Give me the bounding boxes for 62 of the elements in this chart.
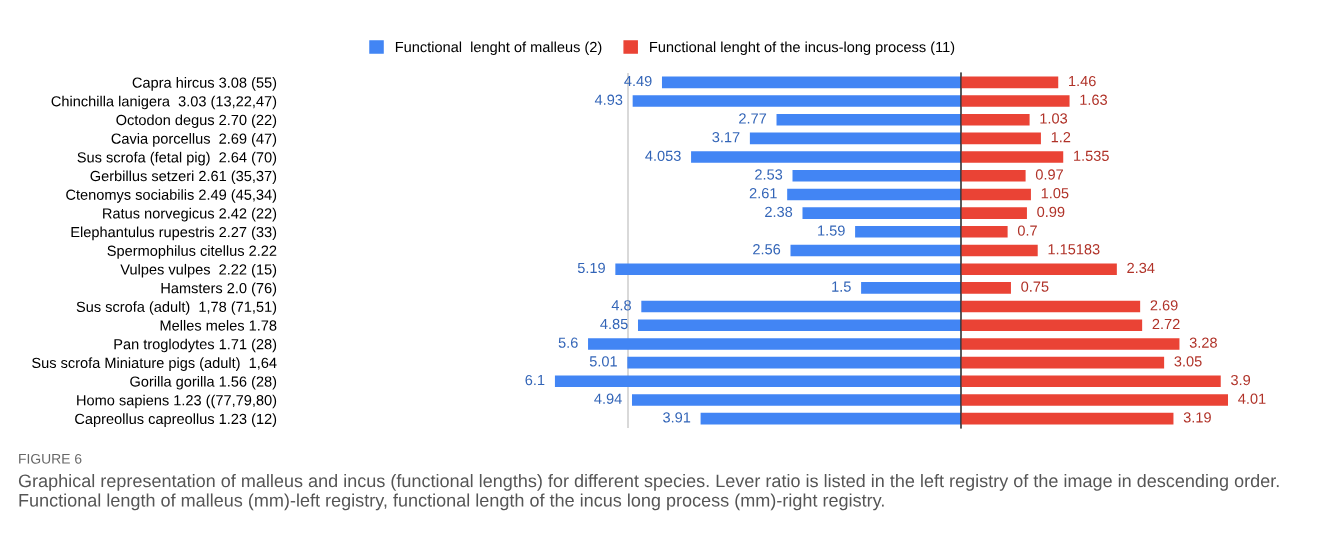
data-label: 4.053 [645,150,681,161]
y-tick-label: Gorilla gorilla 1.56 (28) [130,376,277,390]
caption: FIGURE 6 [19,453,82,464]
bar [961,76,1059,89]
data-label: 4.8 [611,300,631,311]
y-tick-label: Melles meles 1.78 [160,319,277,331]
legend-label: Functional lenght of the incus-long process (11) [650,41,955,56]
text: Graphical representation of malleus and incus (functional lengths) for different species. Lever ratio is listed in the left registry of the image in descending order. Functional length of malleus (mm)-left registry, functional length of the incus long process (mm)-right registry. [18,474,1279,511]
data-label: 6.1 [525,374,545,386]
data-label: 4.01 [1238,393,1266,404]
y-tick-label: Cavia porcellus 2.69 (47) [111,133,277,147]
data-label: 3.19 [1183,412,1211,423]
data-label: 1.59 [818,225,845,236]
data-label: 1.46 [1069,75,1096,87]
data-label: 2.53 [755,169,783,180]
data-label: 3.9 [1231,374,1251,386]
data-label: 0.99 [1037,206,1065,218]
data-label: 2.38 [765,206,793,218]
y-tick-label: Capra hircus 3.08 (55) [132,77,277,91]
y-tick-label: Sus scrofa (fetal pig) 2.64 (70) [77,151,277,166]
data-label: 2.69 [1150,300,1178,311]
y-tick-label: Ctenomys sociabilis 2.49 (45,34) [66,189,277,203]
data-label: 3.17 [712,131,740,143]
data-label: 0.97 [1035,169,1063,180]
data-label: 2.61 [749,188,777,199]
data-label: 0.75 [1021,281,1049,292]
y-tick-label: Spermophilus citellus 2.22 [107,245,277,259]
y-tick-label: Homo sapiens 1.23 ((77,79,80) [77,394,277,409]
data-label: 4.85 [600,318,628,330]
data-label: 3.28 [1189,337,1217,348]
y-tick-label: Ratus norvegicus 2.42 (22) [103,207,277,222]
data-label: 5.6 [558,337,578,348]
data-label: 4.94 [594,393,622,404]
y-tick-label: Elephantulus rupestris 2.27 (33) [71,226,277,241]
data-label: 3.05 [1174,356,1202,367]
data-label: 1.63 [1080,94,1108,105]
data-label: 0.7 [1017,225,1037,236]
data-label: 1.5 [832,281,851,292]
y-tick-label: Octodon degus 2.70 (22) [116,114,277,129]
y-tick-label: Sus scrofa Miniature pigs (adult) 1,64 [32,357,277,371]
y-tick-label: Capreollus capreollus 1.23 (12) [75,413,277,427]
data-label: 4.49 [624,75,652,87]
y-tick-label: Chinchilla lanigera 3.03 (13,22,47) [51,95,277,110]
data-label: 2.56 [753,244,781,255]
data-label: 1.05 [1041,188,1069,199]
data-label: 1.2 [1051,131,1071,143]
y-tick-label: Gerbillus setzeri 2.61 (35,37) [90,170,277,185]
data-label: 5.01 [589,356,617,367]
y-tick-label: Vulpes vulpes 2.22 (15) [120,263,277,278]
data-label: 3.91 [663,412,691,423]
y-tick-label: Hamsters 2.0 (76) [161,282,277,297]
data-label: 2.34 [1127,262,1155,274]
y-tick-label: Pan troglodytes 1.71 (28) [114,338,277,353]
data-label: 2.72 [1152,318,1180,330]
data-label: 5.19 [577,262,605,274]
data-label: 1.15183 [1048,244,1100,255]
data-label: 1.535 [1074,150,1109,161]
data-label: 4.93 [594,94,623,105]
data-label: 1.03 [1040,113,1068,124]
legend-label: Functional lenght of malleus (2) [395,41,602,56]
y-tick-label: Sus scrofa (adult) 1,78 (71,51) [76,301,277,315]
data-label: 2.77 [739,113,767,124]
